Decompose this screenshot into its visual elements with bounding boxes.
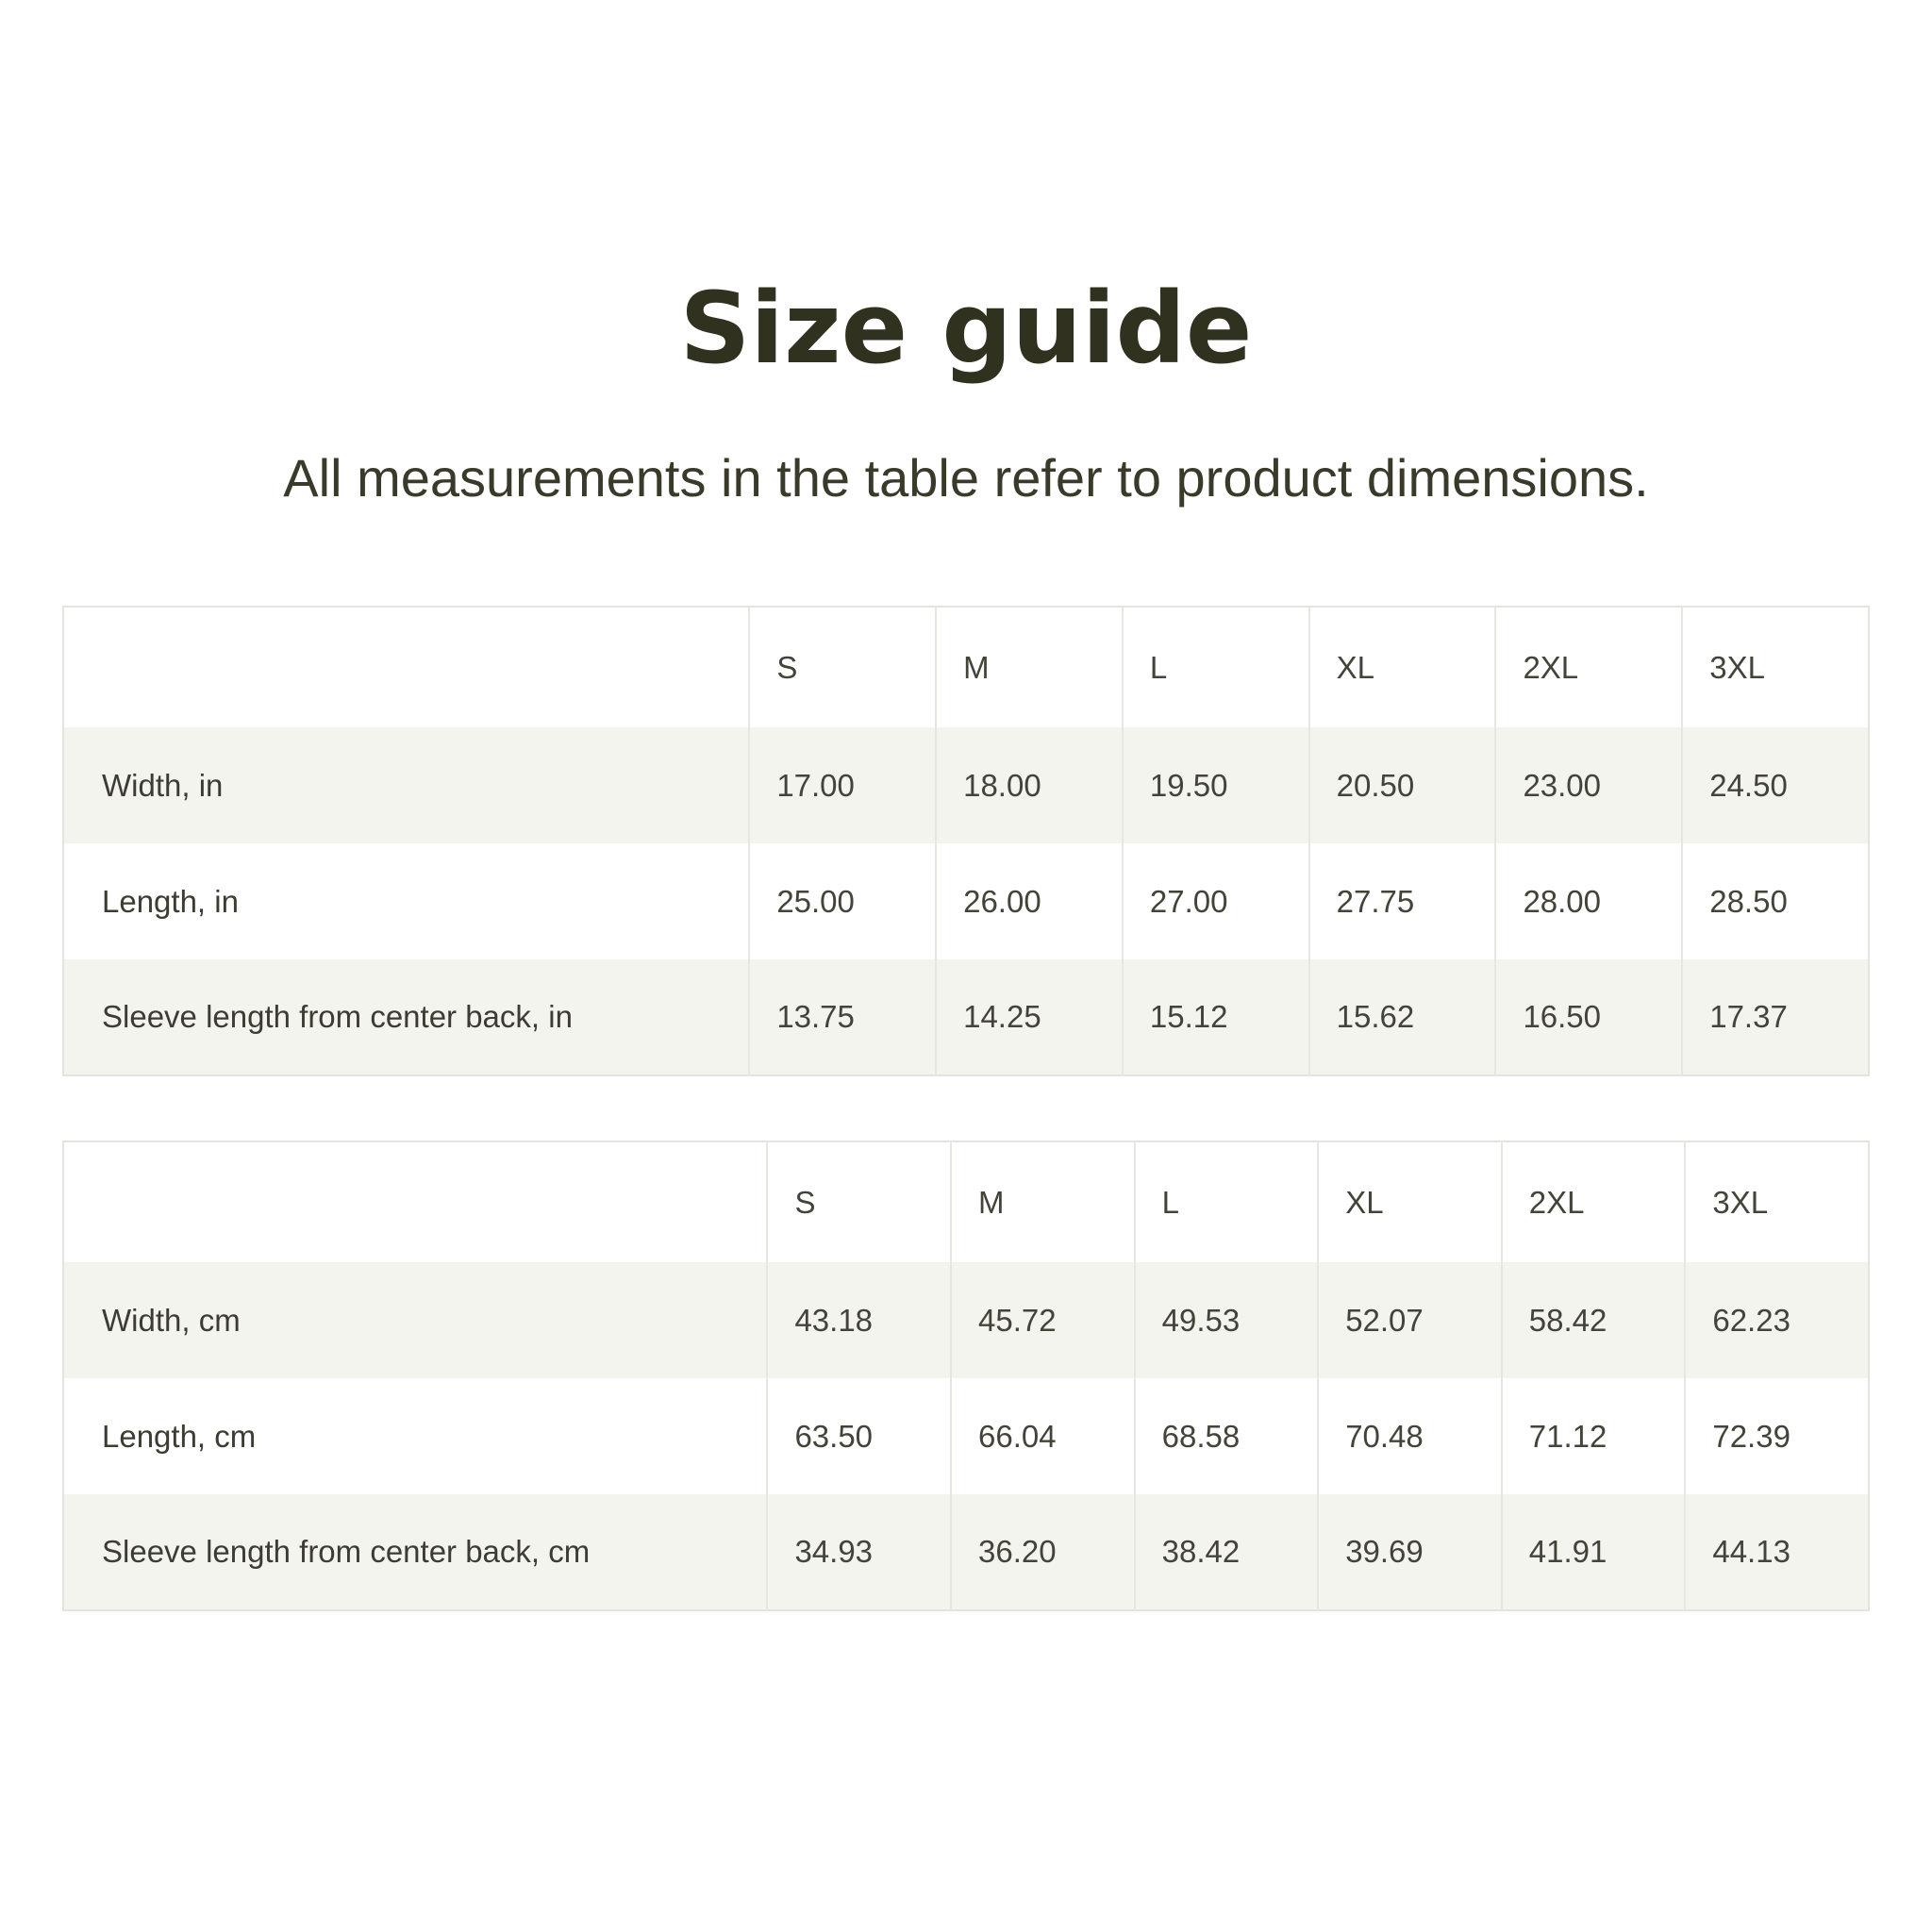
- size-column-header: XL: [1317, 1141, 1502, 1262]
- measurement-value: 70.48: [1317, 1378, 1502, 1494]
- measurement-value: 39.69: [1317, 1494, 1502, 1610]
- measurement-value: 26.00: [935, 843, 1123, 959]
- size-column-header: 2XL: [1494, 607, 1683, 727]
- corner-spacer-cell: [63, 607, 749, 727]
- measurement-value: 17.00: [748, 727, 937, 843]
- measurement-value: 52.07: [1317, 1262, 1502, 1378]
- size-table-centimeters: S M L XL 2XL 3XL Width, cm 43.18 45.72 49.53 52.0…: [62, 1141, 1870, 1611]
- corner-spacer-cell: [63, 1141, 767, 1262]
- measurement-value: 68.58: [1133, 1378, 1319, 1494]
- size-column-header: M: [950, 1141, 1135, 1262]
- size-table-header-row: S M L XL 2XL 3XL: [63, 1141, 1869, 1262]
- measurement-row-label: Width, cm: [102, 1302, 241, 1338]
- measurement-row: Width, cm 43.18 45.72 49.53 52.07 58.42 62.23: [63, 1262, 1869, 1378]
- measurement-value: 44.13: [1684, 1494, 1869, 1610]
- measurement-value: 15.62: [1307, 959, 1496, 1075]
- measurement-value: 19.50: [1121, 727, 1309, 843]
- measurement-value: 71.12: [1500, 1378, 1686, 1494]
- measurement-row: Width, in 17.00 18.00 19.50 20.50 23.00 24.50: [63, 727, 1869, 843]
- measurement-value: 62.23: [1684, 1262, 1869, 1378]
- measurement-value: 27.00: [1121, 843, 1309, 959]
- size-column-header: 3XL: [1684, 1141, 1869, 1262]
- size-column-header: XL: [1307, 607, 1496, 727]
- measurement-row-label: Sleeve length from center back, cm: [102, 1534, 591, 1569]
- measurement-value: 17.37: [1681, 959, 1869, 1075]
- measurement-row-label: Width, in: [102, 767, 224, 803]
- measurement-value: 27.75: [1307, 843, 1496, 959]
- size-guide-section: Size guide All measurements in the table…: [62, 271, 1870, 1611]
- measurement-value: 28.50: [1681, 843, 1869, 959]
- measurement-value: 58.42: [1500, 1262, 1686, 1378]
- size-table-header-row: S M L XL 2XL 3XL: [63, 607, 1869, 727]
- measurement-value: 36.20: [950, 1494, 1135, 1610]
- measurement-row-label: Length, cm: [102, 1418, 257, 1454]
- measurement-value: 45.72: [950, 1262, 1135, 1378]
- measurement-row: Sleeve length from center back, in 13.75 1…: [63, 959, 1869, 1075]
- measurement-value: 66.04: [950, 1378, 1135, 1494]
- size-column-header: S: [748, 607, 937, 727]
- measurement-value: 41.91: [1500, 1494, 1686, 1610]
- measurement-value: 34.93: [766, 1494, 952, 1610]
- measurement-value: 23.00: [1494, 727, 1683, 843]
- measurement-row-label: Sleeve length from center back, in: [102, 999, 573, 1034]
- page-title: Size guide: [679, 271, 1253, 386]
- measurement-row: Length, in 25.00 26.00 27.00 27.75 28.00 28.50: [63, 843, 1869, 959]
- page-subtitle: All measurements in the table refer to p…: [283, 448, 1649, 508]
- measurement-row: Length, cm 63.50 66.04 68.58 70.48 71.12 72.39: [63, 1378, 1869, 1494]
- measurement-value: 38.42: [1133, 1494, 1319, 1610]
- measurement-value: 43.18: [766, 1262, 952, 1378]
- measurement-value: 13.75: [748, 959, 937, 1075]
- size-table-inches: S M L XL 2XL 3XL Width, in 17.00 18.00 19.50 20.5…: [62, 606, 1870, 1076]
- size-column-header: M: [935, 607, 1123, 727]
- size-column-header: L: [1121, 607, 1309, 727]
- measurement-value: 49.53: [1133, 1262, 1319, 1378]
- measurement-value: 63.50: [766, 1378, 952, 1494]
- measurement-value: 25.00: [748, 843, 937, 959]
- measurement-value: 16.50: [1494, 959, 1683, 1075]
- measurement-value: 28.00: [1494, 843, 1683, 959]
- size-column-header: 3XL: [1681, 607, 1869, 727]
- measurement-value: 18.00: [935, 727, 1123, 843]
- measurement-value: 72.39: [1684, 1378, 1869, 1494]
- size-column-header: S: [766, 1141, 952, 1262]
- measurement-value: 14.25: [935, 959, 1123, 1075]
- measurement-value: 24.50: [1681, 727, 1869, 843]
- size-column-header: L: [1133, 1141, 1319, 1262]
- measurement-row-label: Length, in: [102, 883, 239, 919]
- measurement-row: Sleeve length from center back, cm 34.93 3…: [63, 1494, 1869, 1610]
- measurement-value: 20.50: [1307, 727, 1496, 843]
- measurement-value: 15.12: [1121, 959, 1309, 1075]
- size-column-header: 2XL: [1500, 1141, 1686, 1262]
